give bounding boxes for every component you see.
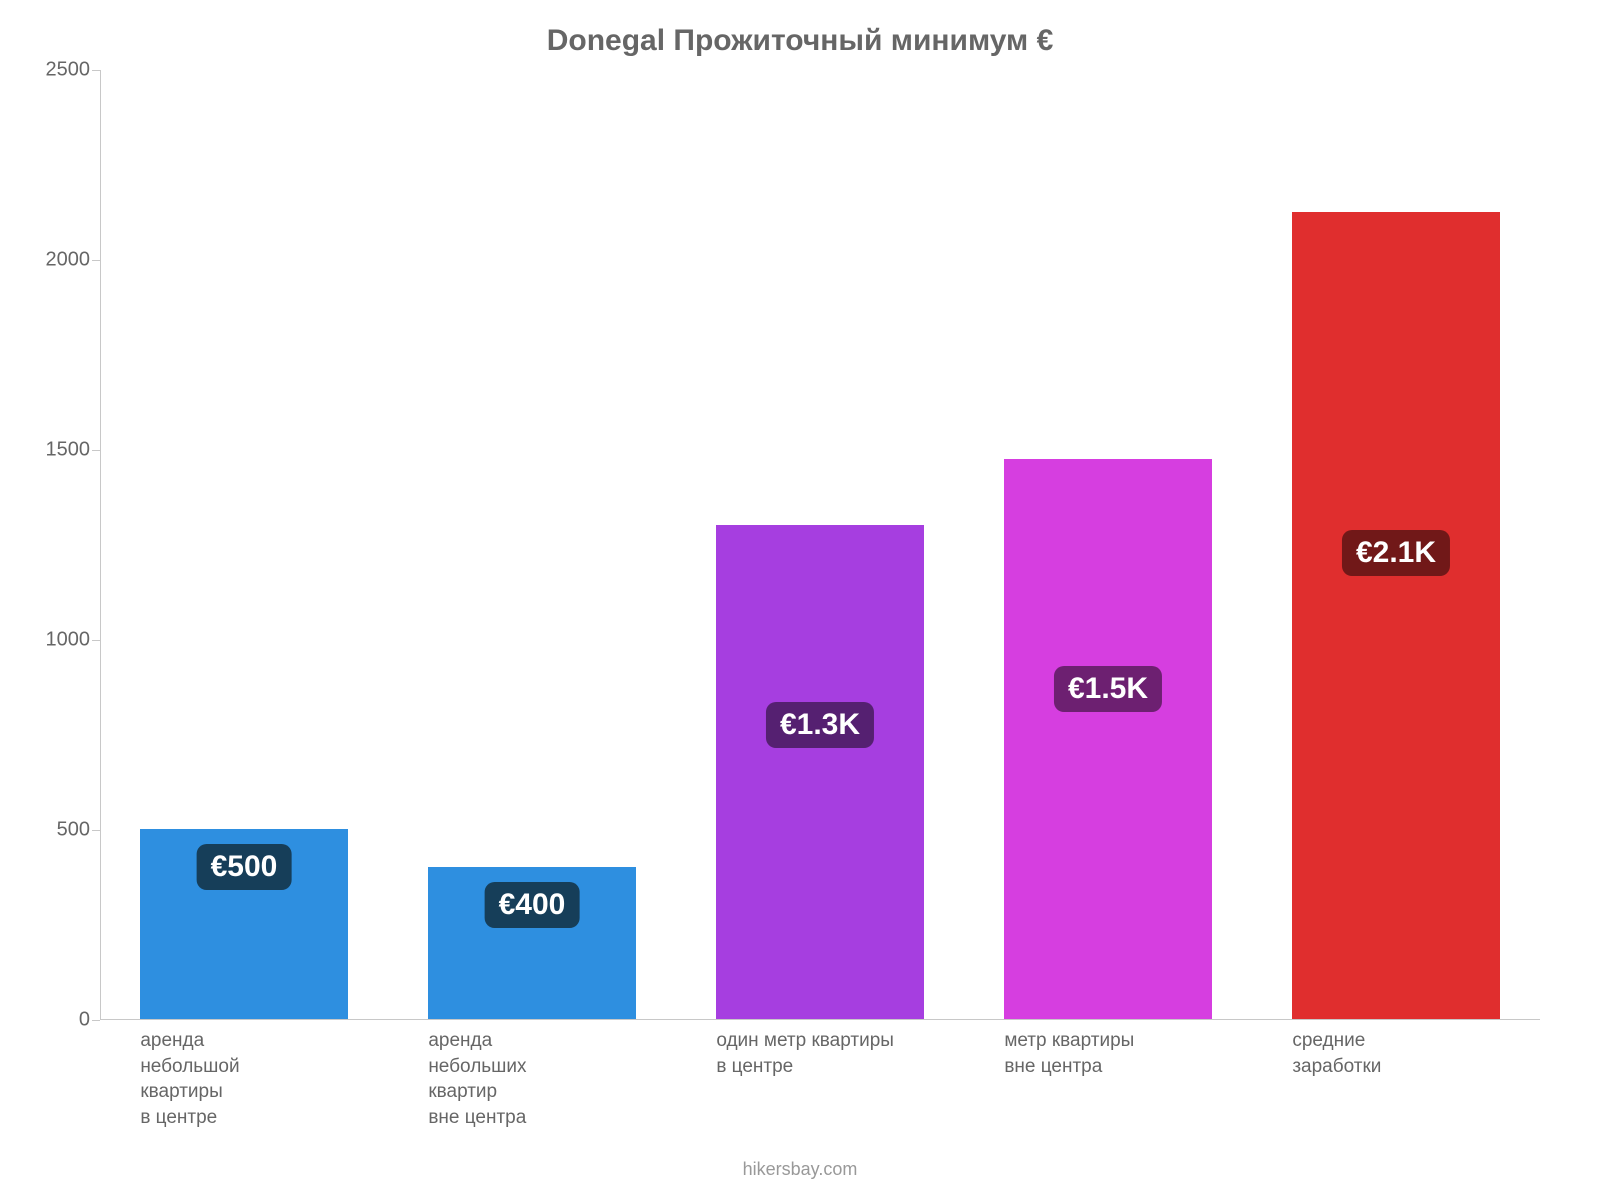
- bar: [1292, 212, 1499, 1020]
- chart-title: Donegal Прожиточный минимум €: [0, 24, 1600, 58]
- plot-area: 05001000150020002500€500€400€1.3K€1.5K€2…: [100, 70, 1540, 1020]
- y-tick-label: 2000: [20, 249, 90, 272]
- value-badge: €500: [197, 844, 292, 890]
- chart-container: Donegal Прожиточный минимум € 0 500 1000 15…: [0, 0, 1600, 1200]
- y-tick-label: 2500: [20, 59, 90, 82]
- x-tick-label: аренда небольшой квартиры в центре: [140, 1028, 239, 1131]
- y-tick: [92, 260, 100, 261]
- x-tick-label: аренда небольших квартир вне центра: [428, 1028, 526, 1131]
- value-badge: €400: [485, 882, 580, 928]
- y-tick: [92, 70, 100, 71]
- value-badge: €2.1K: [1342, 530, 1450, 576]
- y-tick-label: 0: [20, 1009, 90, 1032]
- y-tick: [92, 640, 100, 641]
- y-tick: [92, 830, 100, 831]
- value-badge: €1.5K: [1054, 666, 1162, 712]
- x-axis: [100, 1019, 1540, 1020]
- y-tick: [92, 1020, 100, 1021]
- y-tick-label: 1500: [20, 439, 90, 462]
- y-tick-label: 1000: [20, 629, 90, 652]
- bar: [716, 525, 923, 1019]
- bar: [1004, 459, 1211, 1020]
- chart-source: hikersbay.com: [0, 1159, 1600, 1180]
- x-tick-label: один метр квартиры в центре: [716, 1028, 894, 1079]
- y-tick: [92, 450, 100, 451]
- x-tick-label: метр квартиры вне центра: [1004, 1028, 1134, 1079]
- y-tick-label: 500: [20, 819, 90, 842]
- y-axis: [100, 70, 101, 1020]
- x-tick-label: средние заработки: [1292, 1028, 1381, 1079]
- value-badge: €1.3K: [766, 702, 874, 748]
